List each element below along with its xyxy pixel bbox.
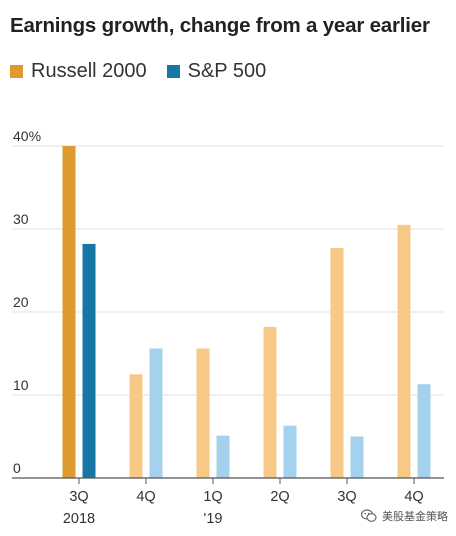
y-tick-label: 30 bbox=[13, 211, 29, 227]
bar-russell-2000 bbox=[397, 224, 411, 478]
wechat-icon bbox=[361, 509, 377, 522]
bar-russell-2000 bbox=[62, 146, 76, 478]
x-tick-label-year: '19 bbox=[204, 511, 223, 527]
watermark: 美股基金策略 bbox=[361, 508, 448, 524]
legend-item-sp500: S&P 500 bbox=[166, 60, 267, 83]
y-tick-label: 0 bbox=[13, 460, 21, 476]
x-tick-label: 2Q bbox=[270, 489, 289, 505]
chart-title: Earnings growth, change from a year earl… bbox=[10, 14, 430, 37]
watermark-text: 美股基金策略 bbox=[382, 511, 448, 523]
bar-russell-2000 bbox=[196, 348, 210, 478]
x-tick-label: 4Q bbox=[136, 489, 155, 505]
bar-russell-2000 bbox=[129, 374, 143, 478]
x-tick-label: 3Q bbox=[69, 489, 88, 505]
legend-label-russell: Russell 2000 bbox=[31, 60, 147, 82]
x-tick-label: 4Q bbox=[404, 489, 423, 505]
bar-russell-2000 bbox=[330, 248, 344, 478]
y-tick-label: 10 bbox=[13, 377, 29, 393]
bar-sp-500 bbox=[149, 348, 163, 478]
bar-sp-500 bbox=[82, 243, 96, 478]
x-tick-label: 3Q bbox=[337, 489, 356, 505]
legend-swatch-sp500 bbox=[166, 65, 180, 78]
x-tick-label: 1Q bbox=[203, 489, 222, 505]
y-tick-label: 40% bbox=[13, 128, 41, 144]
bar-sp-500 bbox=[216, 435, 230, 478]
bar-sp-500 bbox=[283, 425, 297, 478]
chart-legend: Russell 2000 S&P 500 bbox=[10, 60, 286, 83]
y-tick-label: 20 bbox=[13, 294, 29, 310]
legend-swatch-russell bbox=[10, 65, 23, 78]
legend-label-sp500: S&P 500 bbox=[187, 60, 267, 82]
x-tick-label-year: 2018 bbox=[63, 511, 95, 527]
bar-sp-500 bbox=[417, 384, 431, 478]
bar-sp-500 bbox=[350, 436, 364, 478]
legend-item-russell: Russell 2000 bbox=[10, 60, 147, 83]
bar-russell-2000 bbox=[263, 326, 277, 478]
